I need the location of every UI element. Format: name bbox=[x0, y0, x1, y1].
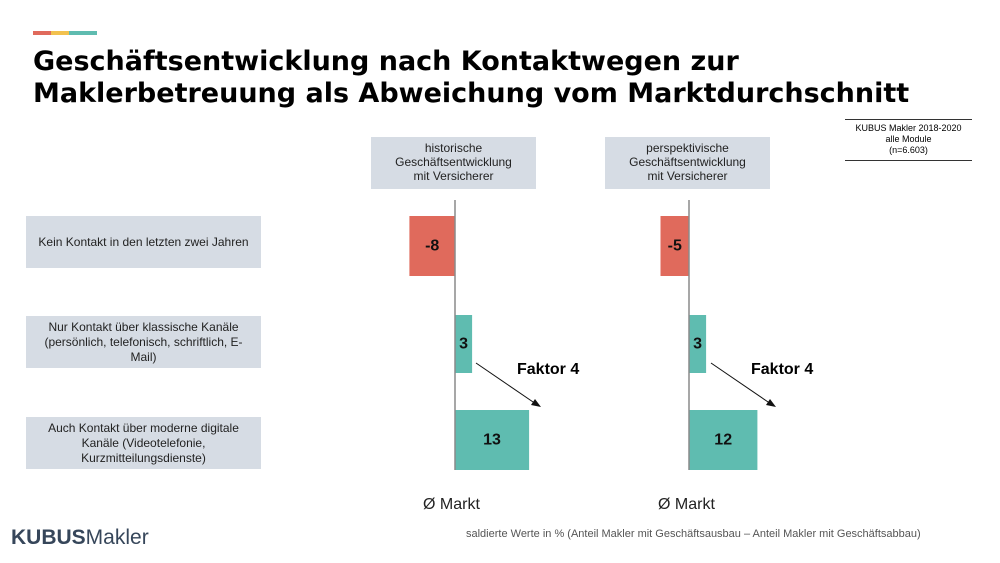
bar-value-label-prospective-no-contact: -5 bbox=[668, 238, 682, 255]
column-header-historic-line-3: mit Versicherer bbox=[413, 169, 494, 183]
kubus-logo: KUBUSMakler bbox=[11, 526, 149, 550]
arrow-icon-prospective bbox=[710, 362, 776, 407]
market-label-prospective: Ø Markt bbox=[658, 496, 715, 513]
logo-bold-text: KUBUS bbox=[11, 526, 86, 549]
bar-value-label-historic-digital: 13 bbox=[483, 432, 501, 449]
row-label-no-contact: Kein Kontakt in den letzten zwei Jahren bbox=[26, 216, 261, 268]
source-line-1: KUBUS Makler 2018-2020 bbox=[855, 123, 962, 133]
column-header-prospective-line-1: perspektivische bbox=[646, 141, 729, 155]
accent-bar-yellow bbox=[51, 31, 69, 35]
market-label-historic: Ø Markt bbox=[423, 496, 480, 513]
logo-light-text: Makler bbox=[85, 526, 149, 549]
column-header-historic-line-1: historische bbox=[424, 141, 483, 155]
bar-prospective-classic bbox=[689, 315, 707, 373]
row-label-digital-channels: Auch Kontakt über moderne digitale Kanäl… bbox=[26, 417, 261, 469]
accent-bar-red bbox=[33, 31, 51, 35]
bar-historic-digital bbox=[455, 410, 530, 470]
bar-historic-no-contact bbox=[409, 216, 455, 276]
source-line-3: (n=6.603) bbox=[889, 145, 928, 155]
page-title: Geschäftsentwicklung nach Kontaktwegen z… bbox=[33, 46, 973, 110]
column-header-historic: historische Geschäftsentwicklung mit Ver… bbox=[371, 137, 536, 189]
bar-value-label-prospective-digital: 12 bbox=[714, 432, 732, 449]
bar-historic-classic bbox=[455, 315, 473, 373]
bar-value-label-historic-no-contact: -8 bbox=[425, 238, 439, 255]
column-header-prospective-line-3: mit Versicherer bbox=[647, 169, 728, 183]
column-header-prospective-line-2: Geschäftsentwicklung bbox=[629, 155, 746, 169]
row-label-classic-channels: Nur Kontakt über klassische Kanäle (pers… bbox=[26, 316, 261, 368]
arrow-icon-historic bbox=[475, 362, 541, 407]
bar-value-label-prospective-classic: 3 bbox=[693, 336, 702, 353]
source-line-2: alle Module bbox=[885, 134, 932, 144]
bar-value-label-historic-classic: 3 bbox=[459, 336, 468, 353]
column-header-historic-line-2: Geschäftsentwicklung bbox=[395, 155, 512, 169]
title-line-1: Geschäftsentwicklung nach Kontaktwegen z… bbox=[33, 46, 739, 77]
bar-prospective-digital bbox=[689, 410, 758, 470]
bar-prospective-no-contact bbox=[660, 216, 689, 276]
faktor-label-prospective: Faktor 4 bbox=[751, 361, 814, 378]
faktor-label-historic: Faktor 4 bbox=[517, 361, 580, 378]
footnote: saldierte Werte in % (Anteil Makler mit … bbox=[466, 528, 921, 540]
title-line-2: Maklerbetreuung als Abweichung vom Markt… bbox=[33, 78, 910, 109]
accent-bar-teal bbox=[69, 31, 97, 35]
source-box: KUBUS Makler 2018-2020 alle Module (n=6.… bbox=[845, 119, 972, 161]
column-header-prospective: perspektivische Geschäftsentwicklung mit… bbox=[605, 137, 770, 189]
